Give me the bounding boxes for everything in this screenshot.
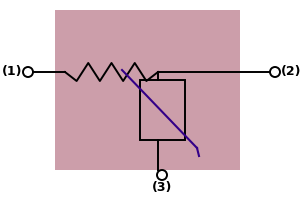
Circle shape — [157, 170, 167, 180]
Text: (1): (1) — [2, 65, 22, 78]
Circle shape — [23, 67, 33, 77]
Bar — [55, 10, 240, 170]
Text: (2): (2) — [281, 65, 301, 78]
Text: (3): (3) — [152, 181, 172, 195]
Bar — [140, 80, 185, 140]
Circle shape — [270, 67, 280, 77]
